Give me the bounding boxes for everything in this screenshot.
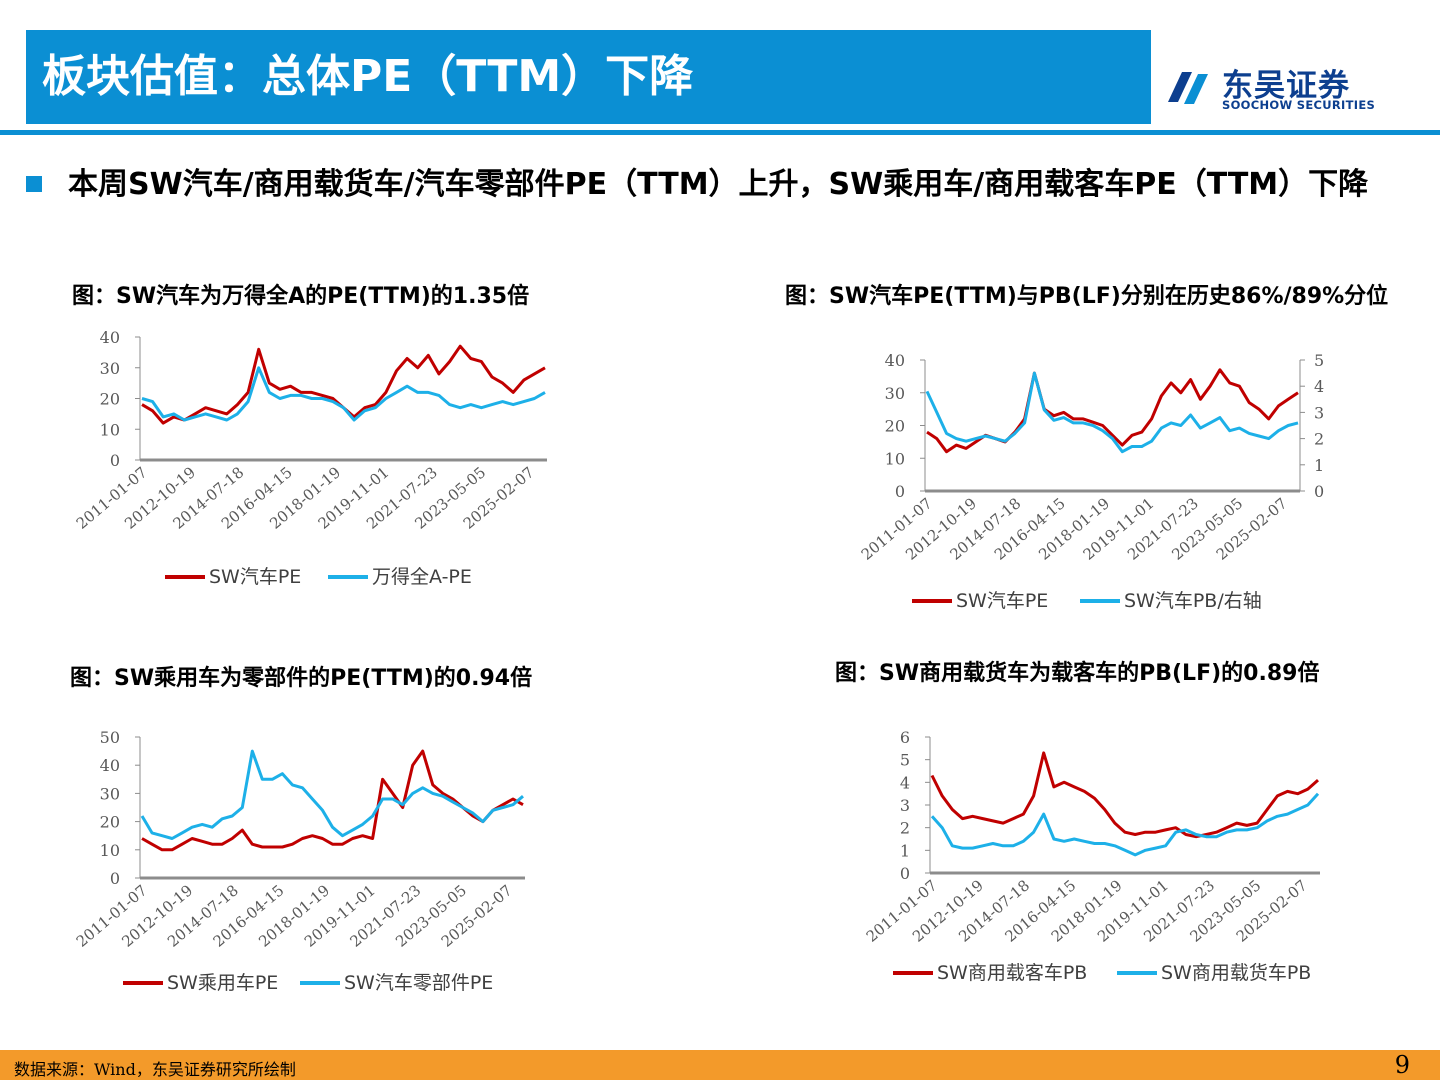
chart-3-y-tick-label: 0 [110,869,120,888]
chart-2-y-tick-label: 30 [885,384,905,403]
chart-1-y-tick-label: 10 [100,420,120,439]
chart-2-y2-tick-label: 1 [1314,456,1324,475]
chart-1-series-line-1 [141,344,546,425]
chart-3-y-tick-label: 50 [100,728,120,747]
chart-2-y-tick-label: 20 [885,417,905,436]
chart-2-title: 图：SW汽车PE(TTM)与PB(LF)分别在历史86%/89%分位 [785,284,1389,309]
chart-2-legend-label-1: SW汽车PE [956,590,1048,612]
bullet-text: 本周SW汽车/商用载货车/汽车零部件PE（TTM）上升，SW乘用车/商用载客车P… [68,167,1369,202]
chart-4-y-tick-label: 1 [900,841,910,860]
chart-2-legend-label-2: SW汽车PB/右轴 [1124,590,1262,612]
chart-3-y-tick-label: 40 [100,756,120,775]
chart-1-y-tick-label: 0 [110,451,120,470]
bullet-square-icon [26,176,42,192]
chart-4-y-tick-label: 5 [900,751,910,770]
chart-3-legend-label-1: SW乘用车PE [167,972,278,994]
footer-source: 数据来源：Wind，东吴证券研究所绘制 [14,1060,296,1079]
chart-4-series-line-2 [930,792,1320,857]
header-divider [0,130,1440,135]
chart-3-y-tick-label: 20 [100,813,120,832]
chart-4-y-tick-label: 3 [900,796,910,815]
chart-3-title: 图：SW乘用车为零部件的PE(TTM)的0.94倍 [70,666,533,691]
chart-2-y2-tick-label: 5 [1314,351,1324,370]
chart-2-y-tick-label: 40 [885,351,905,370]
chart-4-title: 图：SW商用载货车为载客车的PB(LF)的0.89倍 [835,661,1320,686]
footer-bar: 数据来源：Wind，东吴证券研究所绘制 9 [0,1050,1440,1080]
charts-canvas: 0102030402011-01-072012-10-192014-07-182… [73,328,1324,994]
soochow-logo-icon [1168,72,1208,104]
chart-4-legend-label-2: SW商用载货车PB [1161,962,1311,984]
logo-name-en: SOOCHOW SECURITIES [1222,98,1376,112]
chart-2-y2-tick-label: 2 [1314,430,1324,449]
chart-1-series-line-2 [141,366,546,422]
chart-4-y-tick-label: 4 [900,773,910,792]
chart-2-y-tick-label: 0 [895,482,905,501]
chart-1-y-tick-label: 30 [100,359,120,378]
page-number: 9 [1394,1051,1410,1079]
chart-2-y2-tick-label: 0 [1314,482,1324,501]
chart-2-series-line-2 [925,371,1299,454]
chart-4-series-line-1 [930,751,1319,839]
chart-2-y2-tick-label: 3 [1314,403,1324,422]
chart-2-y-tick-label: 10 [885,449,905,468]
chart-1-y-tick-label: 20 [100,390,120,409]
chart-4-legend-label-1: SW商用载客车PB [937,962,1087,984]
chart-1-y-tick-label: 40 [100,328,120,347]
chart-1-legend-label-1: SW汽车PE [209,566,301,588]
header-bar: 板块估值：总体PE（TTM）下降 [26,30,1151,124]
company-logo: 东吴证券 SOOCHOW SECURITIES [1162,58,1376,118]
chart-2-y2-tick-label: 4 [1314,377,1324,396]
chart-4-y-tick-label: 0 [900,864,910,883]
page-title: 板块估值：总体PE（TTM）下降 [42,51,694,102]
chart-3-series-line-1 [141,749,524,852]
chart-3-y-tick-label: 30 [100,784,120,803]
chart-1-title: 图：SW汽车为万得全A的PE(TTM)的1.35倍 [72,284,530,309]
chart-3-y-tick-label: 10 [100,841,120,860]
chart-1-legend-label-2: 万得全A-PE [372,566,472,588]
chart-3-legend-label-2: SW汽车零部件PE [344,972,493,994]
chart-4-y-tick-label: 6 [900,728,910,747]
logo-name-cn: 东吴证券 [1222,68,1350,104]
chart-4-y-tick-label: 2 [900,819,910,838]
chart-3-series-line-2 [140,749,524,840]
